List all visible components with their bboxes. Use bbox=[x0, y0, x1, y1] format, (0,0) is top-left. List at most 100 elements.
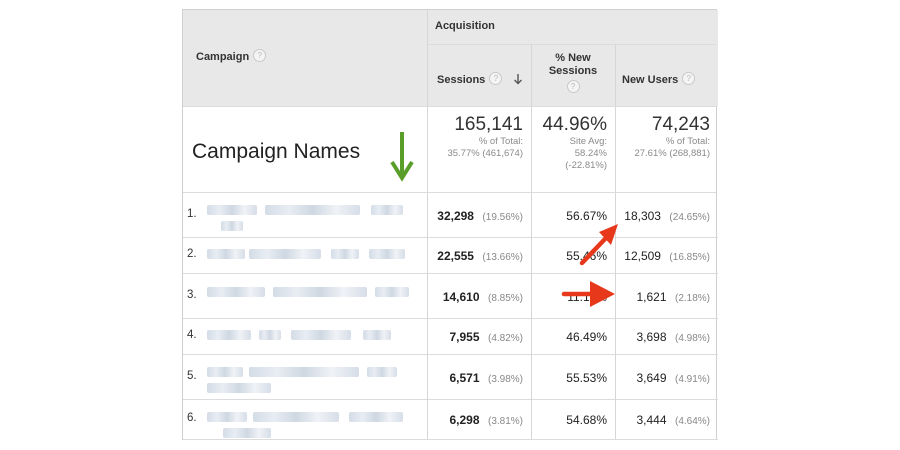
campaign-name-redacted[interactable] bbox=[183, 192, 427, 237]
summary-annotation-cell: Campaign Names bbox=[183, 106, 427, 192]
redaction-block bbox=[221, 221, 243, 231]
table-row[interactable]: 4. 7,955 (4.82%) 46.49% 3,698 (4.98%) bbox=[183, 318, 718, 355]
redaction-block bbox=[207, 249, 245, 259]
new-users-value: 3,444 bbox=[636, 413, 667, 427]
row-rank: 5. bbox=[187, 370, 197, 382]
row-rank: 1. bbox=[187, 208, 197, 220]
new-sessions-value: 46.49% bbox=[566, 330, 607, 344]
campaign-name-redacted[interactable] bbox=[183, 318, 427, 354]
sort-desc-icon[interactable] bbox=[513, 73, 523, 85]
campaign-report-table: Campaign? Acquisition Sessions? % New Se… bbox=[182, 9, 718, 440]
new-sessions-total: 44.96% bbox=[542, 114, 607, 135]
new-users-share: (2.18%) bbox=[674, 293, 710, 304]
new-users-total-share: 27.61% (268,881) bbox=[634, 148, 710, 159]
redaction-block bbox=[207, 412, 247, 422]
new-sessions-header-cell[interactable]: % New Sessions ? bbox=[531, 44, 615, 106]
sessions-share: (4.82%) bbox=[487, 333, 523, 344]
row-rank: 6. bbox=[187, 412, 197, 424]
redaction-block bbox=[375, 287, 409, 297]
new-sessions-header-label: % New Sessions bbox=[548, 52, 598, 77]
new-sessions-value: 55.53% bbox=[566, 371, 607, 385]
table-row[interactable]: 2. 22,555 (13.66%) 55.46% 12,509 (16.85%… bbox=[183, 237, 718, 274]
new-sessions-value: 11.10% bbox=[567, 290, 607, 304]
sessions-share: (19.56%) bbox=[482, 212, 523, 223]
help-icon[interactable]: ? bbox=[682, 72, 696, 86]
new-users-share: (24.65%) bbox=[669, 212, 710, 223]
row-divider bbox=[183, 273, 718, 274]
sessions-header-label: Sessions bbox=[437, 74, 486, 86]
new-users-share: (4.64%) bbox=[674, 416, 710, 427]
new-users-header-cell[interactable]: New Users? bbox=[615, 44, 718, 106]
redaction-block bbox=[223, 428, 271, 438]
new-users-value: 18,303 bbox=[624, 209, 661, 223]
redaction-block bbox=[249, 367, 359, 377]
new-users-value: 3,649 bbox=[636, 371, 667, 385]
sessions-value: 14,610 bbox=[442, 290, 480, 304]
table-row[interactable]: 1. 32,298 (19.56%) 56.67% 18,303 (24.65%… bbox=[183, 192, 718, 238]
row-divider bbox=[183, 354, 718, 355]
redaction-block bbox=[207, 205, 257, 215]
column-divider bbox=[427, 10, 428, 439]
sessions-value: 6,571 bbox=[449, 371, 480, 385]
summary-new-users-cell: 74,243 % of Total: 27.61% (268,881) bbox=[615, 106, 718, 192]
sessions-total-share: 35.77% (461,674) bbox=[447, 148, 523, 159]
sessions-total-label: % of Total: bbox=[478, 136, 523, 147]
redaction-block bbox=[207, 287, 265, 297]
campaign-header-cell[interactable]: Campaign? bbox=[183, 10, 427, 106]
redaction-block bbox=[349, 412, 403, 422]
sessions-value: 7,955 bbox=[449, 330, 480, 344]
new-sessions-value: 56.67% bbox=[566, 209, 607, 223]
sessions-total: 165,141 bbox=[454, 114, 523, 135]
redaction-block bbox=[249, 249, 321, 259]
campaign-name-redacted[interactable] bbox=[183, 273, 427, 318]
row-divider bbox=[183, 399, 718, 400]
sessions-share: (8.85%) bbox=[487, 293, 523, 304]
sessions-header-cell[interactable]: Sessions? bbox=[427, 44, 531, 106]
site-avg-label: Site Avg: bbox=[569, 136, 607, 147]
sessions-share: (3.81%) bbox=[487, 416, 523, 427]
redaction-block bbox=[291, 330, 351, 340]
campaign-name-redacted[interactable] bbox=[183, 399, 427, 439]
redaction-block bbox=[253, 412, 339, 422]
new-users-value: 3,698 bbox=[636, 330, 667, 344]
redaction-block bbox=[207, 330, 251, 340]
column-divider bbox=[531, 44, 532, 439]
row-divider bbox=[183, 106, 716, 107]
row-rank: 4. bbox=[187, 329, 197, 341]
new-users-value: 1,621 bbox=[636, 290, 667, 304]
sessions-share: (3.98%) bbox=[487, 374, 523, 385]
site-avg-delta: (-22.81%) bbox=[565, 160, 607, 171]
new-sessions-value: 55.46% bbox=[566, 249, 607, 263]
new-users-share: (16.85%) bbox=[669, 252, 710, 263]
row-divider bbox=[183, 439, 718, 440]
sessions-value: 32,298 bbox=[437, 209, 474, 223]
summary-sessions-cell: 165,141 % of Total: 35.77% (461,674) bbox=[427, 106, 531, 192]
help-icon[interactable]: ? bbox=[489, 72, 503, 86]
redaction-block bbox=[207, 383, 271, 393]
table-row[interactable]: 5. 6,571 (3.98%) 55.53% 3,649 (4.91%) bbox=[183, 354, 718, 400]
campaign-names-annotation: Campaign Names bbox=[192, 140, 361, 163]
sessions-value: 22,555 bbox=[437, 249, 474, 263]
help-icon[interactable]: ? bbox=[253, 49, 267, 63]
redaction-block bbox=[207, 367, 243, 377]
redaction-block bbox=[363, 330, 391, 340]
redaction-block bbox=[331, 249, 359, 259]
header-divider bbox=[427, 44, 716, 45]
redaction-block bbox=[265, 205, 360, 215]
table-row[interactable]: 3. 14,610 (8.85%) 11.10% 1,621 (2.18%) bbox=[183, 273, 718, 319]
site-avg-value: 58.24% bbox=[574, 148, 607, 159]
sessions-value: 6,298 bbox=[449, 413, 480, 427]
help-icon[interactable]: ? bbox=[566, 80, 580, 93]
table-row[interactable]: 6. 6,298 (3.81%) 54.68% 3,444 (4.64%) bbox=[183, 399, 718, 440]
green-down-arrow-icon bbox=[390, 132, 414, 182]
redaction-block bbox=[367, 367, 397, 377]
new-users-value: 12,509 bbox=[624, 249, 661, 263]
new-users-total: 74,243 bbox=[651, 114, 710, 135]
new-users-total-label: % of Total: bbox=[665, 136, 710, 147]
redaction-block bbox=[273, 287, 367, 297]
redaction-block bbox=[371, 205, 403, 215]
row-rank: 2. bbox=[187, 248, 197, 260]
campaign-name-redacted[interactable] bbox=[183, 237, 427, 273]
campaign-name-redacted[interactable] bbox=[183, 354, 427, 399]
new-users-header-label: New Users bbox=[622, 74, 679, 86]
